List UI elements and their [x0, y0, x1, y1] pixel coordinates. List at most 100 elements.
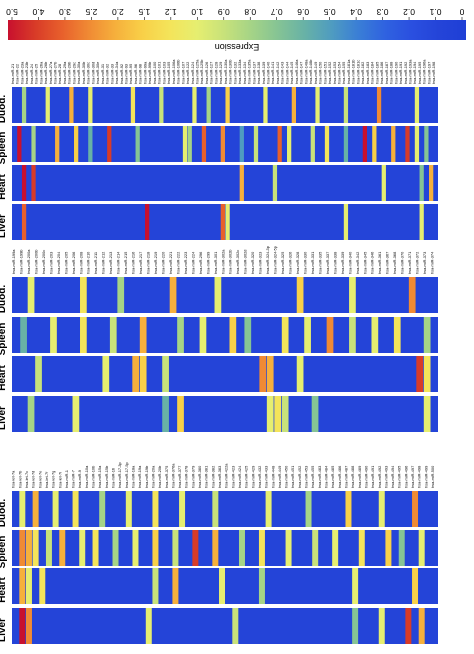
mirna-label: hsa-miR-432 — [257, 466, 262, 488]
heatmap-cell — [220, 204, 225, 240]
mirna-label: hsa-miR-151 — [322, 62, 327, 84]
mirna-label: hsa-miR-302b — [228, 250, 233, 274]
mirna-label: hsa-miR-20a — [150, 465, 155, 488]
mirna-label: hsa-miR-492 — [377, 466, 382, 488]
row-label: Duod. — [0, 499, 8, 528]
mirna-label: hsa-miR-193a — [407, 59, 412, 84]
heatmap-cell — [378, 608, 385, 644]
heatmap-cell — [285, 530, 292, 566]
colorbar-label: Expression — [215, 42, 260, 52]
heatmap-cell — [345, 491, 352, 527]
mirna-label: hsa-miR-16 — [111, 468, 116, 488]
heatmap-cell — [130, 87, 136, 123]
mirna-label: hsa-miR-30a — [76, 61, 81, 84]
mirna-label: hsa-miR-26a — [38, 61, 43, 84]
heatmap-cell — [391, 126, 396, 162]
mirna-label: hsa-miR-429 — [250, 466, 255, 488]
mirna-label: hsa-miR-147 — [299, 62, 304, 84]
mirna-label: hsa-miR-27a — [48, 61, 53, 84]
mirna-label: hsa-miR-500 — [430, 465, 435, 488]
heatmap-cell — [291, 87, 296, 123]
mirna-label: hsa-miR-15b — [104, 466, 109, 488]
mirna-label: hsa-miR-361 — [377, 252, 382, 274]
heatmap-cell — [52, 491, 59, 527]
colorbar-tick-label: 0.8 — [244, 7, 256, 17]
mirna-label: hsa-miR-154 — [336, 61, 341, 84]
heatmap-cell — [225, 87, 230, 123]
heatmap-cell — [266, 356, 274, 392]
heatmap-cell — [206, 87, 211, 123]
mirna-label: hsa-miR-183 — [365, 62, 370, 84]
heatmap-cell — [232, 608, 239, 644]
heatmap-cell — [31, 126, 36, 162]
heatmap-cell — [398, 530, 405, 566]
mirna-label: hsa-miR-493 — [383, 466, 388, 488]
heatmap-cell — [25, 568, 32, 604]
mirna-label: hsa-miR-10a — [84, 465, 89, 488]
mirna-label: hsa-miR-380 — [197, 465, 202, 488]
mirna-label: hsa-miR-153 — [332, 62, 337, 84]
heatmap-cell — [405, 608, 412, 644]
mirna-label: hsa-miR-449 — [277, 466, 282, 488]
heatmap-cell — [281, 317, 289, 353]
mirna-label: hsa-miR-371 — [407, 252, 412, 274]
heatmap-cell — [352, 608, 359, 644]
mirna-label: hsa-miR-450 — [284, 465, 289, 488]
mirna-label: hsa-miR-324-3p — [265, 246, 270, 274]
mirna-label: hsa-miR-370 — [400, 251, 405, 274]
heatmap-cell — [244, 317, 252, 353]
mirna-label: hsa-miR-96 — [133, 64, 138, 84]
heatmap-cell — [132, 530, 139, 566]
row-label: Duod. — [0, 95, 8, 124]
mirna-label: hsa-miR-486 — [337, 466, 342, 488]
heatmap-cell — [72, 396, 80, 432]
heatmap-cell — [20, 317, 27, 353]
mirna-label: hsa-miR-192 — [403, 62, 408, 84]
mirna-label: hsa-miR-30c — [86, 62, 91, 84]
heatmap-cell — [135, 126, 140, 162]
mirna-label: hsa-miR-495 — [397, 466, 402, 488]
heatmap-cell — [80, 317, 87, 353]
mirna-label: hsa-miR-19b — [144, 466, 149, 488]
mirna-label: hsa-miR-223 — [183, 252, 188, 274]
heatmap-cell — [182, 126, 188, 162]
heatmap-cell — [169, 277, 177, 313]
mirna-label: hsa-miR-206 — [71, 252, 76, 274]
heatmap-cell — [17, 126, 22, 162]
mirna-label: hsa-miR-448 — [270, 466, 275, 488]
mirna-label: hsa-miR-20b — [157, 466, 162, 488]
mirna-label: hsa-miR-19a — [137, 465, 142, 488]
heatmap-cell — [219, 568, 225, 604]
mirna-label: hsa-miR-181c — [355, 60, 360, 84]
mirna-label: hsa-miR-221 — [168, 252, 173, 274]
mirna-label: hsa-miR-142 — [275, 62, 280, 84]
heatmap-cell — [25, 608, 32, 644]
heatmap-cell — [371, 317, 379, 353]
heatmap-cell — [287, 126, 292, 162]
mirna-label: hsa-miR-93 — [123, 64, 128, 84]
mirna-label: hsa-miR-135a — [247, 59, 252, 84]
mirna-label: hsa-miR-181b — [351, 60, 356, 84]
heatmap-cell — [332, 530, 339, 566]
heatmap-cell — [263, 87, 268, 123]
heatmap-cell — [305, 491, 312, 527]
heatmap-row — [12, 530, 438, 566]
mirna-label: hsa-miR-107 — [180, 62, 185, 84]
mirna-label: hsa-miR-375 — [164, 466, 169, 488]
heatmap-cell — [343, 204, 349, 240]
mirna-label: hsa-miR-34a — [114, 61, 119, 84]
mirna-label: hsa-miR-485 — [330, 466, 335, 488]
heatmap-cell — [32, 491, 39, 527]
heatmap-cell — [229, 317, 237, 353]
mirna-label: hsa-miR-32 — [105, 64, 110, 84]
mirna-label: hsa-miR-198 — [431, 62, 436, 84]
mirna-label: hsa-miR-134 — [242, 61, 247, 84]
mirna-label: hsa-miR-451 — [290, 466, 295, 488]
heatmap-cell — [315, 87, 320, 123]
mirna-label: hsa-miR-345 — [362, 252, 367, 274]
heatmap-cell — [192, 530, 199, 566]
mirna-label: hsa-miR-29c — [71, 62, 76, 84]
colorbar-tick-label: 0.5 — [323, 7, 335, 17]
